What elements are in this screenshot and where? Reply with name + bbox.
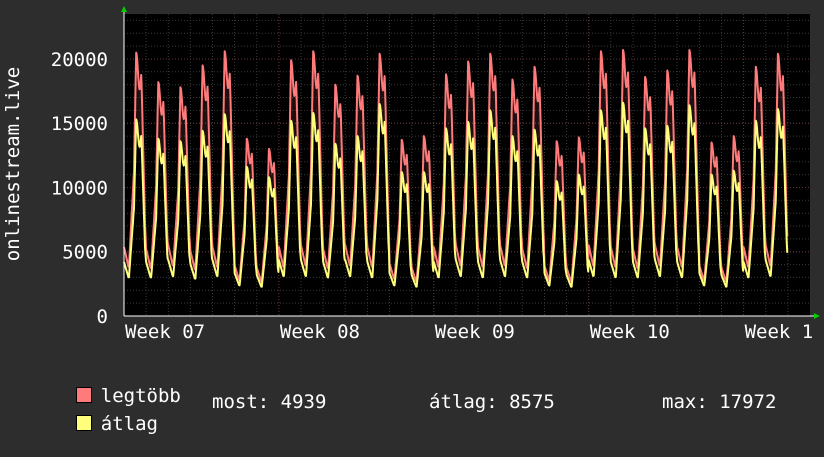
x-tick-label: Week 09 [435,321,515,343]
stat-now: most: 4939 [212,391,327,413]
chart-page: 0 5000 10000 15000 20000 Week 07 Week 08 Week … [2,6,820,435]
chart-axes [121,6,820,319]
max-swatch-icon [75,387,92,403]
y-axis-label: onlinestream.live [2,67,24,261]
legend-item-avg: átlag [30,391,158,457]
legend-label-max: legtöbb [100,385,181,407]
y-axis-arrow-icon [121,6,127,12]
x-tick-label: Week 1 [745,321,814,343]
x-tick-label: Week 10 [590,321,670,343]
y-tick-label: 10000 [51,178,108,200]
x-axis-arrow-icon [814,313,820,319]
stat-average: átlag: 8575 [429,391,555,413]
x-tick-labels: Week 07 Week 08 Week 09 Week 10 Week 1 [125,321,813,343]
y-tick-labels: 0 5000 10000 15000 20000 [51,49,108,328]
chart-series-lines [123,49,789,288]
y-tick-label: 0 [97,306,108,328]
y-tick-label: 20000 [51,49,108,71]
y-tick-label: 15000 [51,113,108,135]
x-tick-label: Week 08 [280,321,360,343]
stat-maximum: max: 17972 [662,391,777,413]
series-line-atlag [123,101,789,288]
legend-label-avg: átlag [100,413,158,435]
avg-swatch-icon [75,415,92,431]
y-tick-label: 5000 [62,242,108,264]
legend-item-max: legtöbb [30,363,181,429]
x-tick-label: Week 07 [125,321,205,343]
